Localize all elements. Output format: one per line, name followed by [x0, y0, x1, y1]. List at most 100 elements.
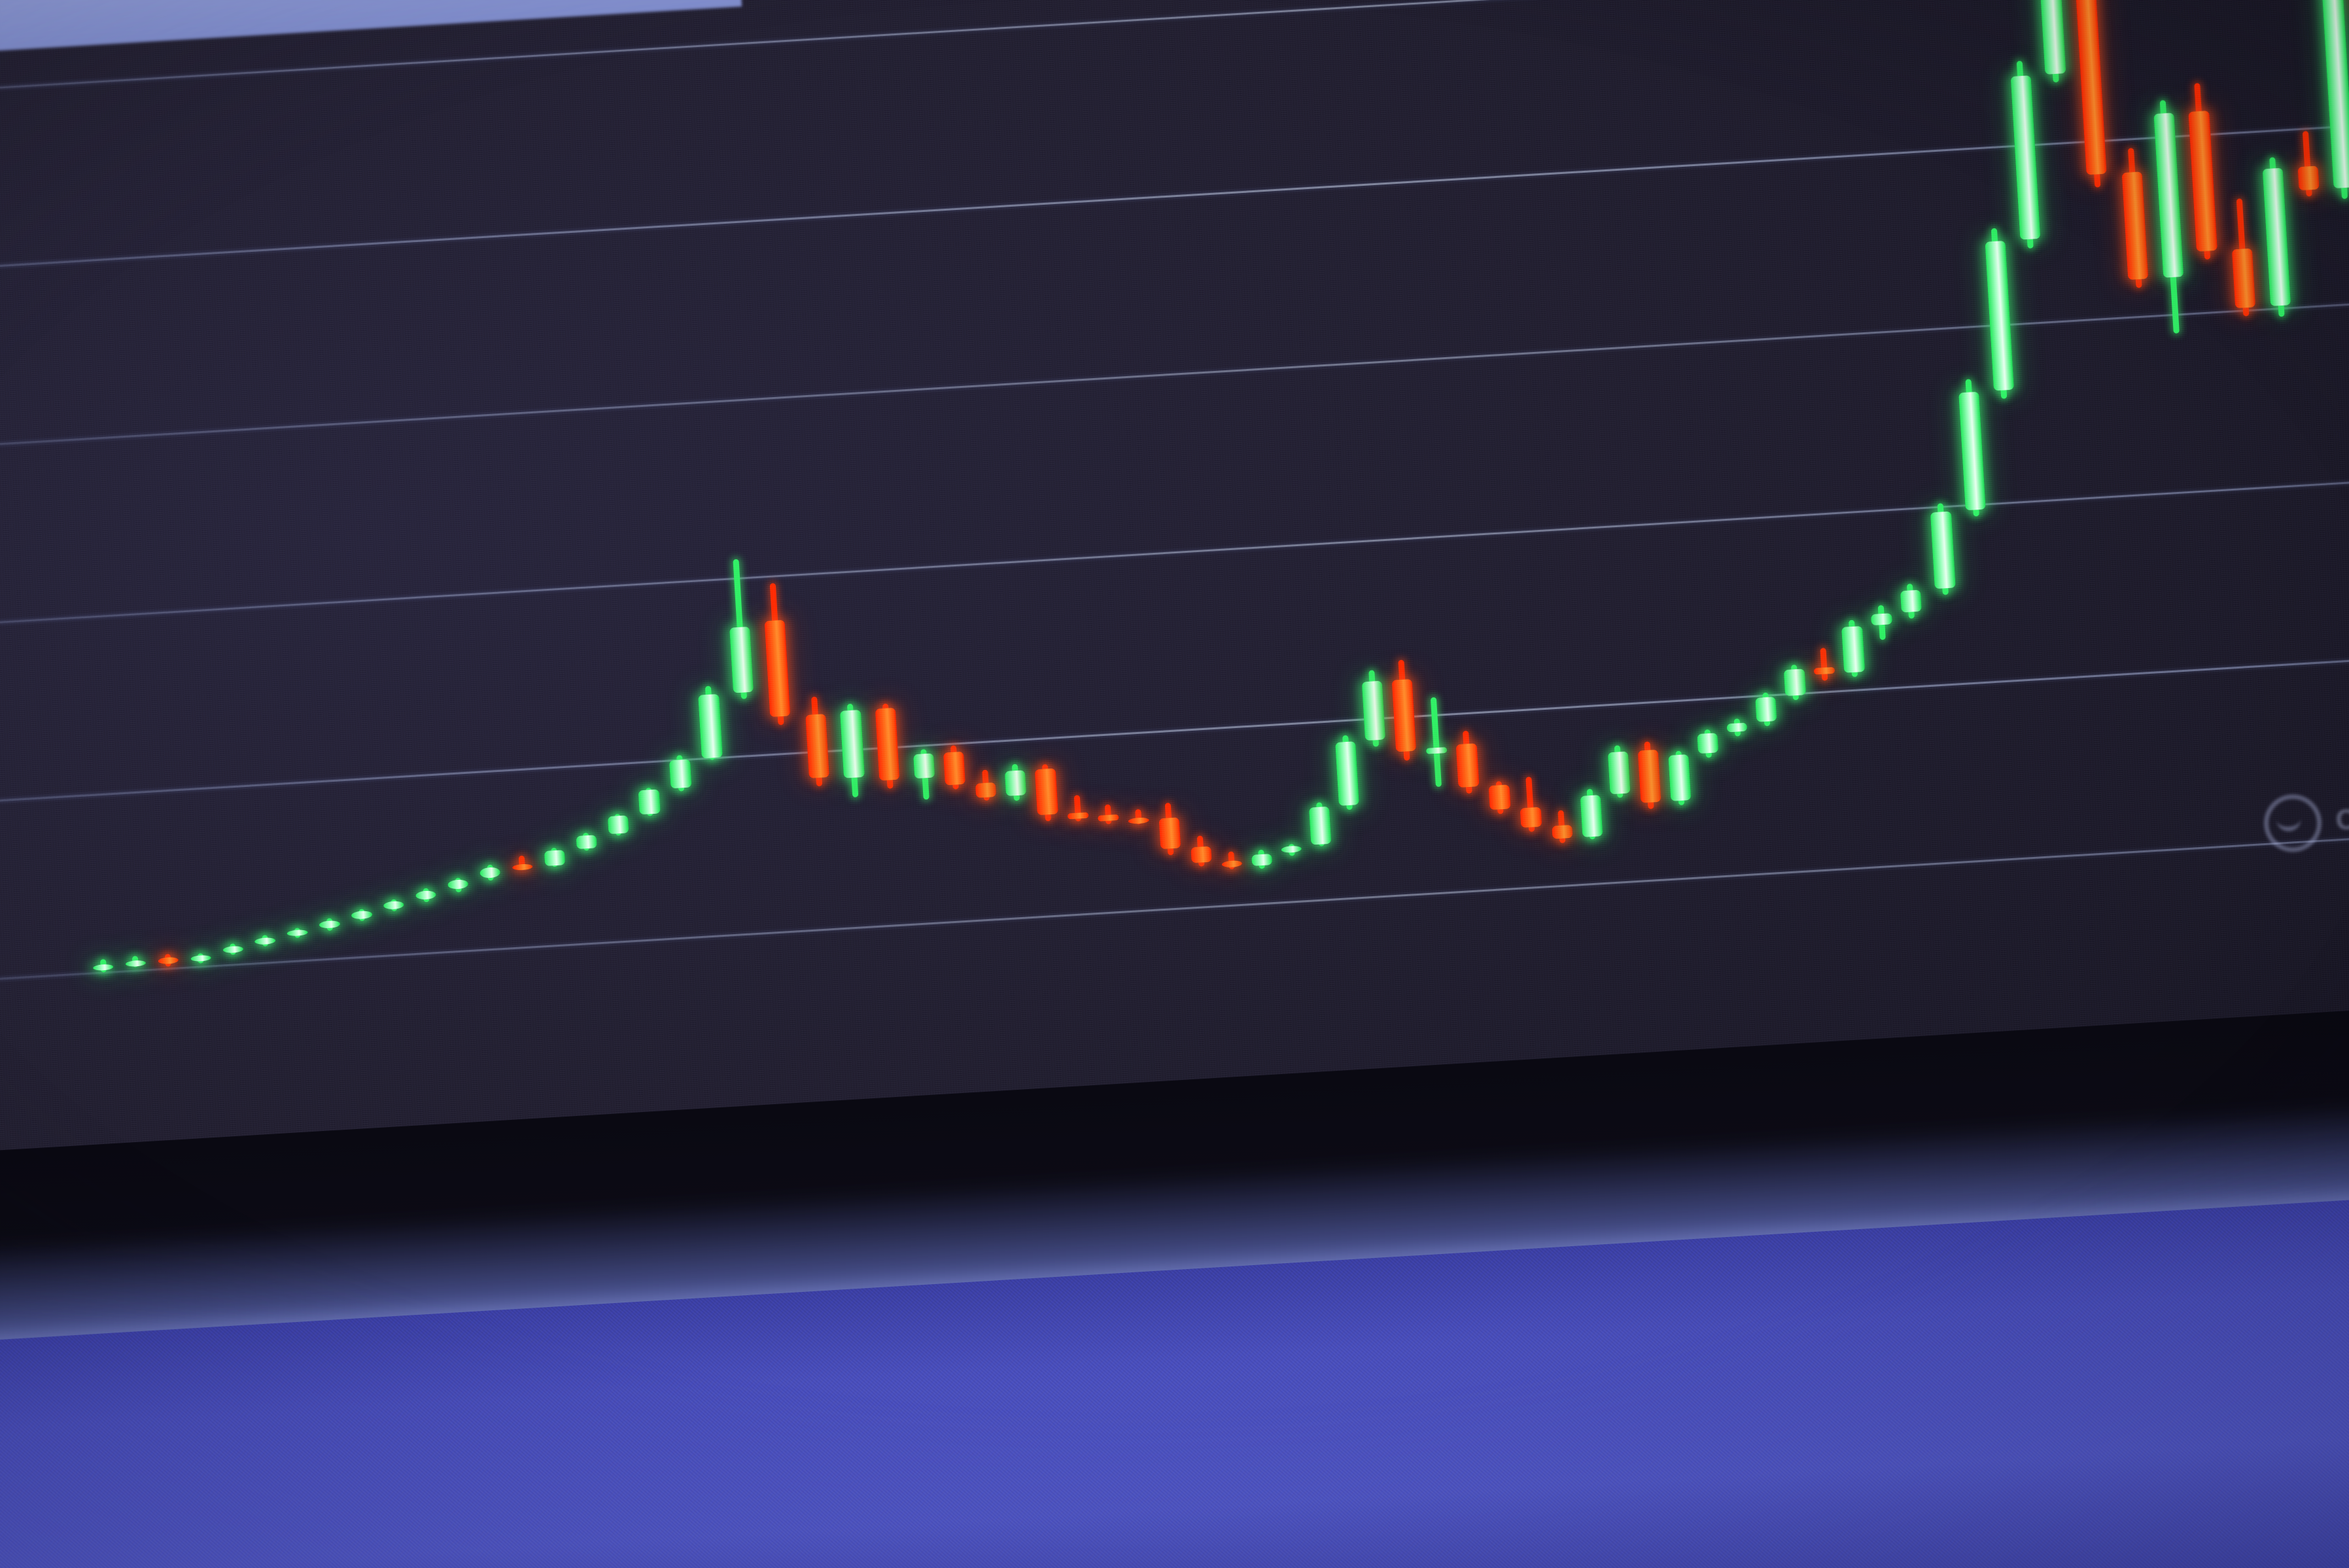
candle: [804, 697, 829, 788]
candle: [762, 583, 791, 726]
candle: [2120, 148, 2149, 288]
candle-body: [1814, 667, 1835, 675]
candle-body: [351, 910, 372, 920]
candle-body: [1697, 733, 1719, 754]
candle-body: [1335, 741, 1360, 806]
candle-body: [2036, 0, 2066, 75]
candle: [638, 787, 661, 816]
candle-body: [1985, 241, 2015, 391]
candle-body: [2262, 167, 2291, 307]
candle: [607, 813, 629, 836]
candle-body: [1158, 817, 1181, 850]
candle: [2295, 131, 2320, 198]
candle-body: [1551, 824, 1573, 839]
candle-body: [1488, 784, 1511, 810]
candle-body: [1391, 678, 1417, 752]
candle-body: [1668, 754, 1692, 802]
candle-body: [2297, 166, 2320, 191]
candle: [1308, 802, 1332, 847]
candle: [1518, 776, 1542, 832]
candle-body: [1361, 680, 1386, 741]
candle-body: [2010, 75, 2041, 241]
candle: [1004, 763, 1027, 802]
candle: [975, 769, 997, 801]
candle: [2319, 0, 2349, 200]
candle-body: [1251, 853, 1273, 866]
candle: [1281, 843, 1302, 856]
candle-body: [1004, 769, 1027, 796]
candle-body: [1607, 751, 1631, 794]
candle: [1900, 583, 1922, 619]
candle-body: [319, 920, 340, 929]
coinmarketcap-logo-icon: [2262, 792, 2323, 854]
candle: [1190, 835, 1212, 867]
candle-body: [254, 937, 276, 945]
candle-body: [943, 751, 966, 786]
candle: [1668, 750, 1692, 806]
candle-body: [1190, 846, 1212, 863]
candle: [1488, 780, 1511, 814]
candle-wick: [1820, 648, 1828, 681]
candle: [2262, 157, 2292, 317]
candle: [287, 928, 308, 939]
candle: [913, 749, 937, 801]
candle-body: [1098, 814, 1119, 822]
candle: [725, 559, 754, 699]
candle-body: [2188, 111, 2218, 252]
candle: [2069, 0, 2108, 188]
candle: [383, 899, 405, 912]
candle: [254, 935, 276, 947]
candle-body: [1755, 697, 1777, 722]
candle: [875, 703, 901, 790]
candle-body: [125, 960, 147, 967]
candle-body: [512, 863, 533, 871]
candle: [319, 918, 340, 931]
candle: [576, 833, 597, 852]
candle: [1067, 795, 1089, 822]
candle-body: [1221, 860, 1243, 868]
candle-body: [1281, 845, 1302, 854]
candle-body: [1930, 511, 1956, 589]
candle: [351, 908, 372, 921]
candle: [840, 703, 866, 798]
candle: [1221, 851, 1243, 870]
candle-body: [1726, 722, 1748, 733]
candle-body: [1900, 589, 1922, 613]
coinmarketcap-watermark: CoinMarketCap: [2262, 779, 2349, 854]
candle: [2035, 0, 2066, 83]
candle: [447, 877, 469, 893]
candle-body: [287, 929, 308, 937]
candle: [1128, 809, 1149, 825]
candle: [1607, 745, 1631, 799]
candle-body: [383, 901, 405, 910]
candle: [943, 745, 966, 790]
candle-body: [1068, 812, 1088, 820]
candle: [1930, 502, 1956, 595]
candle-body: [222, 945, 244, 954]
candle: [1958, 378, 1987, 517]
candle: [1984, 228, 2015, 399]
candle: [479, 865, 501, 881]
candle: [2010, 60, 2041, 249]
candle-body: [2153, 113, 2184, 278]
candle: [1251, 849, 1273, 869]
candle-body: [913, 753, 935, 779]
candle-body: [1637, 750, 1662, 803]
candle-body: [1520, 807, 1542, 828]
candle: [1423, 697, 1449, 788]
candle-body: [1034, 768, 1058, 815]
candle-body: [1308, 806, 1332, 845]
candle: [1580, 788, 1603, 840]
candle: [92, 958, 114, 973]
candle-body: [92, 964, 114, 971]
candle-wick: [1104, 804, 1112, 824]
candle: [1637, 741, 1662, 810]
candle: [190, 953, 211, 964]
candle-body: [698, 693, 723, 759]
candle: [1783, 665, 1806, 701]
candle-body: [1426, 746, 1447, 754]
candle-body: [805, 714, 829, 778]
candle-body: [576, 834, 597, 849]
candle: [1455, 730, 1480, 795]
candle-body: [2071, 0, 2108, 175]
